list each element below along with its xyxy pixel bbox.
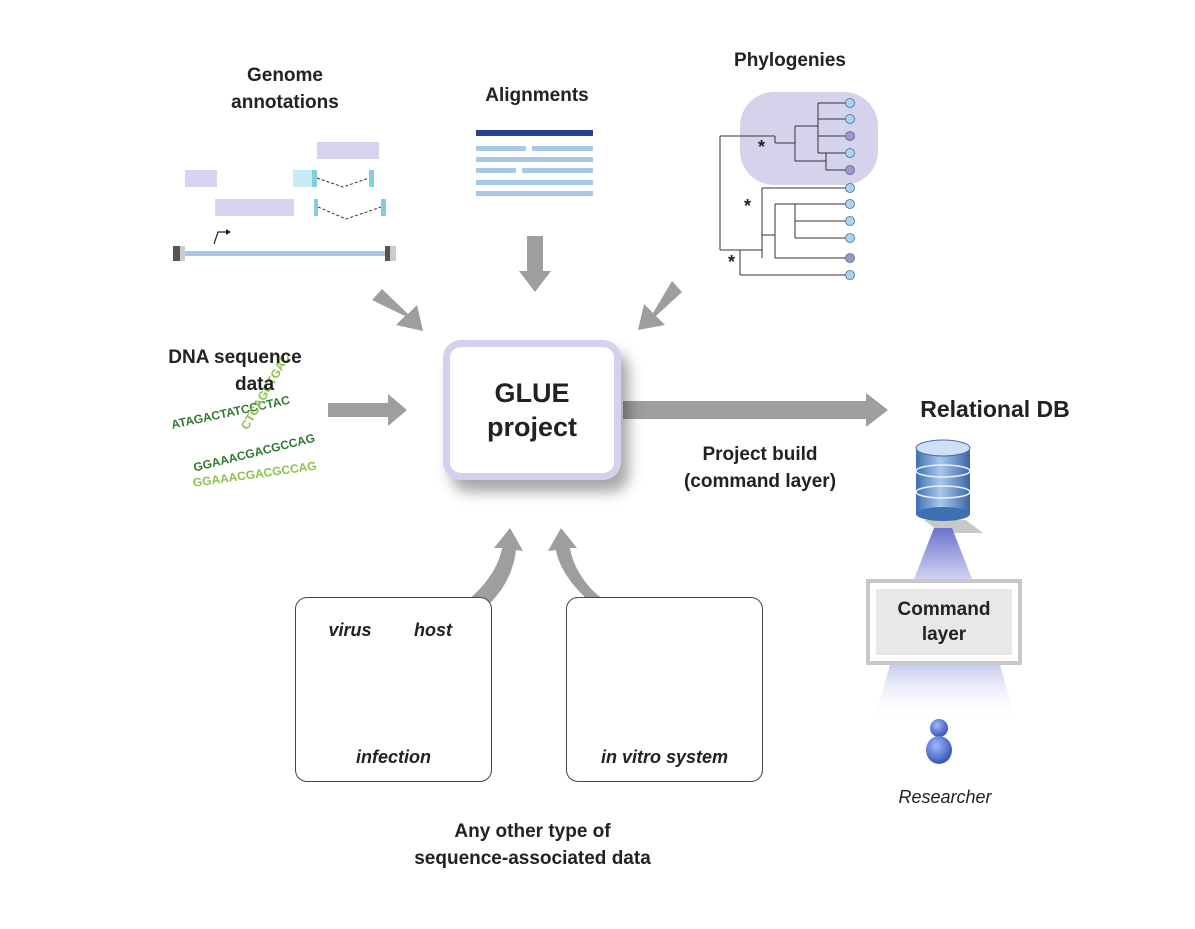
infection-panel: [295, 597, 492, 782]
command-layer-label-line-1: Command: [897, 599, 991, 620]
database-icon: [915, 439, 983, 533]
genome-annotations-label-line-1: Genome: [246, 65, 324, 86]
project-build-label: Project build (command layer): [665, 441, 855, 495]
any-other-data-label: Any other type of sequence-associated da…: [395, 818, 670, 872]
in-vitro-panel: [566, 597, 763, 782]
host-label: host: [414, 620, 452, 640]
db-beam: [914, 528, 972, 579]
researcher-icon: [926, 719, 952, 764]
input-arrows: [328, 236, 888, 427]
project-build-label-line-1: Project build: [702, 444, 818, 465]
arrow-from-alignments: [519, 236, 551, 292]
arrow-from-genome-annotations: [372, 289, 423, 331]
dna-sequence-data-label: DNA sequence data: [140, 344, 330, 398]
phylogeny-asterisk-2: *: [744, 196, 752, 216]
bottom-curved-arrows: [468, 528, 604, 605]
arrow-to-relational-db: [623, 393, 888, 427]
in-vitro-system-label: in vitro system: [600, 747, 729, 767]
arrow-from-in-vitro-panel: [548, 528, 604, 600]
arrow-from-dna-sequence-data: [328, 394, 407, 426]
genome-annotation-graphic: [173, 142, 396, 261]
glue-project-box: GLUE project: [443, 340, 621, 480]
command-layer-label-line-2: layer: [921, 624, 967, 645]
alignment-graphic: [476, 130, 593, 196]
infection-label: infection: [356, 747, 431, 767]
any-other-data-label-line-1: Any other type of: [454, 821, 611, 842]
researcher-label: Researcher: [898, 787, 992, 807]
phylogeny-asterisk-1: *: [758, 137, 766, 157]
genome-annotations-label: Genome annotations: [200, 62, 370, 116]
phylogeny-tips: [845, 98, 855, 280]
dna-sequence-data-label-line-1: DNA sequence: [168, 347, 302, 368]
phylogeny-asterisk-3: *: [728, 252, 736, 272]
genome-annotations-label-line-2: annotations: [231, 92, 339, 113]
any-other-data-label-line-2: sequence-associated data: [414, 848, 651, 869]
virus-label: virus: [328, 620, 372, 640]
arrow-from-phylogenies: [638, 281, 682, 330]
alignments-label: Alignments: [485, 85, 589, 106]
project-build-label-line-2: (command layer): [683, 471, 837, 492]
glue-project-title-line-1: GLUE: [494, 378, 570, 408]
arrow-from-infection-panel: [468, 528, 523, 605]
dna-sequence-data-label-line-2: data: [235, 374, 275, 395]
phylogeny-graphic: [719, 92, 878, 276]
glue-project-title-line-2: project: [486, 412, 578, 442]
command-layer-box: Command layer: [866, 579, 1022, 665]
phylogenies-label: Phylogenies: [734, 50, 846, 71]
relational-db-label: Relational DB: [920, 396, 1070, 422]
command-layer-screen: Command layer: [876, 589, 1012, 655]
command-beam: [874, 665, 1016, 720]
